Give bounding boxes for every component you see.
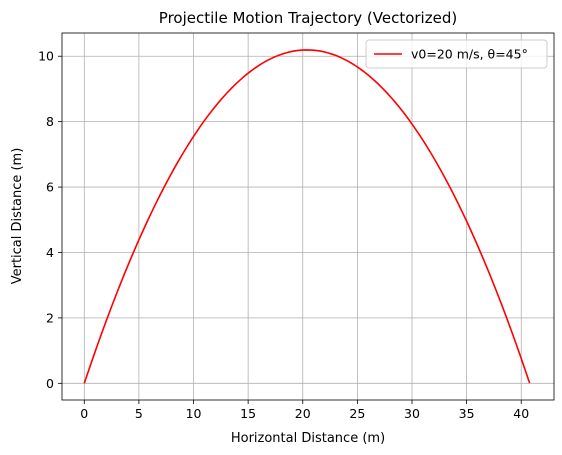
y-tick-label: 2 [46, 310, 54, 325]
x-tick-label: 20 [295, 406, 311, 421]
y-axis-label: Vertical Distance (m) [10, 148, 25, 285]
y-tick-label: 4 [46, 245, 54, 260]
grid [62, 33, 554, 400]
trajectory-line [83, 49, 531, 384]
legend-label: v0=20 m/s, θ=45° [411, 47, 528, 62]
x-tick-label: 25 [349, 406, 365, 421]
x-tick-label: 15 [240, 406, 256, 421]
chart-title: Projectile Motion Trajectory (Vectorized… [159, 9, 457, 27]
x-tick-label: 40 [513, 406, 529, 421]
x-tick-label: 5 [135, 406, 143, 421]
x-tick-label: 0 [80, 406, 88, 421]
y-tick-label: 6 [46, 180, 54, 195]
plot-background [62, 33, 554, 400]
legend: v0=20 m/s, θ=45° [365, 39, 548, 69]
x-tick-label: 30 [404, 406, 420, 421]
x-tick-label: 10 [186, 406, 202, 421]
x-axis-label: Horizontal Distance (m) [231, 431, 385, 446]
plot-frame [61, 32, 555, 401]
y-ticks: 0 2 4 6 8 10 [38, 49, 62, 391]
legend-box [365, 39, 548, 69]
y-tick-label: 0 [46, 376, 54, 391]
y-tick-label: 8 [46, 114, 54, 129]
x-tick-label: 35 [459, 406, 475, 421]
x-ticks: 0 5 10 15 20 25 30 35 40 [80, 400, 529, 421]
y-tick-label: 10 [38, 49, 54, 64]
